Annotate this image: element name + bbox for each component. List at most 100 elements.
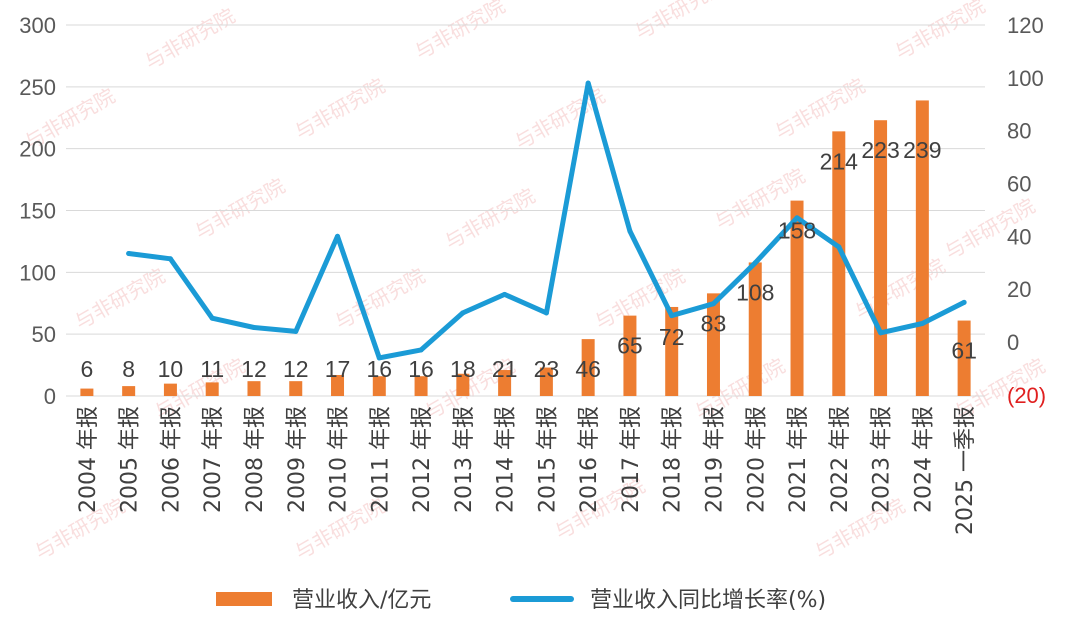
x-axis-tick-label: 2014 年报 — [494, 406, 519, 513]
watermark-text: 与非研究院 — [441, 184, 540, 255]
bar — [163, 383, 177, 396]
bar-data-label: 17 — [325, 356, 351, 382]
right-axis-tick-label: 0 — [1007, 330, 1019, 355]
bar — [456, 373, 470, 396]
growth-point — [418, 347, 424, 353]
growth-point — [126, 251, 132, 257]
watermark-text: 与非研究院 — [71, 264, 170, 335]
bar — [498, 370, 512, 396]
growth-point — [543, 310, 549, 316]
bar-data-label: 18 — [450, 356, 476, 382]
bar-data-label: 223 — [861, 137, 899, 163]
right-axis-tick-label: 40 — [1007, 224, 1031, 249]
bar — [289, 381, 303, 396]
watermark-text: 与非研究院 — [891, 0, 990, 64]
x-axis-tick-label: 2007 年报 — [201, 406, 226, 513]
legend-label-bar: 营业收入/亿元 — [292, 588, 431, 613]
watermark-text: 与非研究院 — [191, 174, 290, 245]
right-axis-tick-label: (20) — [1007, 383, 1046, 408]
growth-point — [627, 228, 633, 234]
bar — [957, 320, 971, 396]
growth-point — [376, 355, 382, 361]
legend: 营业收入/亿元 营业收入同比增长率(%) — [216, 588, 826, 613]
legend-swatch-bar — [216, 592, 272, 606]
x-axis-tick-label: 2022 年报 — [828, 406, 853, 513]
bar — [414, 376, 428, 396]
right-axis-tick-label: 120 — [1007, 13, 1044, 38]
bar — [331, 374, 345, 396]
x-axis-tick-label: 2006 年报 — [159, 406, 184, 513]
left-axis-tick-label: 50 — [32, 322, 56, 347]
bar — [80, 388, 94, 396]
growth-point — [502, 291, 508, 297]
left-axis-tick-label: 150 — [19, 199, 56, 224]
x-axis-tick-label: 2021 年报 — [786, 406, 811, 513]
x-axis-tick-label: 2005 年报 — [118, 406, 143, 513]
left-axis-ticks: 0 50 100 150 200 250 300 — [19, 13, 56, 409]
legend-label-line: 营业收入同比增长率(%) — [590, 588, 826, 613]
x-axis-tick-label: 2004 年报 — [76, 406, 101, 513]
watermark-text: 与非研究院 — [851, 254, 950, 325]
bar-data-label: 11 — [200, 356, 224, 382]
bar — [623, 315, 637, 396]
x-axis-tick-label: 2019 年报 — [702, 406, 727, 513]
bar-data-label: 10 — [158, 356, 184, 382]
x-axis-tick-label: 2013 年报 — [452, 406, 477, 513]
growth-point — [335, 233, 341, 239]
bar-data-label: 83 — [701, 310, 727, 336]
x-axis-tick-label: 2008 年报 — [243, 406, 268, 513]
growth-point — [710, 301, 716, 307]
x-axis-tick-label: 2025 一季报 — [953, 406, 978, 535]
growth-point — [293, 328, 299, 334]
x-axis-tick-label: 2016 年报 — [577, 406, 602, 513]
bar-data-label: 23 — [534, 356, 560, 382]
growth-point — [878, 330, 884, 336]
line-series — [126, 80, 967, 361]
bar-data-label: 61 — [951, 338, 977, 364]
bar-data-label: 214 — [820, 148, 859, 174]
x-axis-tick-label: 2010 年报 — [327, 406, 352, 513]
bar — [790, 200, 804, 396]
growth-point — [167, 256, 173, 262]
watermark-text: 与非研究院 — [331, 264, 430, 335]
x-axis-tick-label: 2017 年报 — [619, 406, 644, 513]
growth-point — [585, 80, 591, 86]
right-axis-tick-label: 100 — [1007, 66, 1044, 91]
watermark-text: 与非研究院 — [631, 0, 730, 44]
x-axis-ticks: 2004 年报 2005 年报 2006 年报 2007 年报 2008 年报 2009 … — [76, 406, 978, 535]
x-axis-tick-label: 2018 年报 — [661, 406, 686, 513]
x-axis-tick-label: 2011 年报 — [368, 406, 393, 513]
bar-data-label: 12 — [241, 356, 267, 382]
bar-data-label: 8 — [122, 356, 135, 382]
x-axis-tick-label: 2009 年报 — [285, 406, 310, 513]
bar-data-label: 108 — [736, 279, 774, 305]
left-axis-tick-label: 0 — [44, 384, 56, 409]
bar — [122, 386, 136, 396]
bar — [372, 376, 386, 396]
bar-data-label: 158 — [778, 218, 816, 244]
x-axis-tick-label: 2023 年报 — [870, 406, 895, 513]
growth-point — [919, 321, 925, 327]
right-axis-tick-label: 20 — [1007, 277, 1031, 302]
growth-point — [836, 244, 842, 250]
left-axis-tick-label: 300 — [19, 13, 56, 38]
bar-data-label: 12 — [283, 356, 309, 382]
x-axis-tick-label: 2024 年报 — [911, 406, 936, 513]
growth-point — [961, 299, 967, 305]
gridlines — [66, 24, 985, 397]
left-axis-tick-label: 250 — [19, 75, 56, 100]
bar — [539, 367, 553, 396]
right-axis-ticks: (20) 0 20 40 60 80 100 120 — [1007, 13, 1046, 408]
bar-data-label: 6 — [80, 356, 93, 382]
left-axis-tick-label: 100 — [19, 260, 56, 285]
bar — [205, 382, 219, 396]
bar-data-label: 65 — [617, 333, 643, 359]
bar-data-label: 16 — [408, 356, 434, 382]
growth-point — [669, 313, 675, 319]
bar-data-label: 72 — [659, 324, 685, 350]
bar-data-label: 46 — [575, 356, 601, 382]
watermark-text: 与非研究院 — [411, 0, 510, 64]
growth-point — [209, 315, 215, 321]
